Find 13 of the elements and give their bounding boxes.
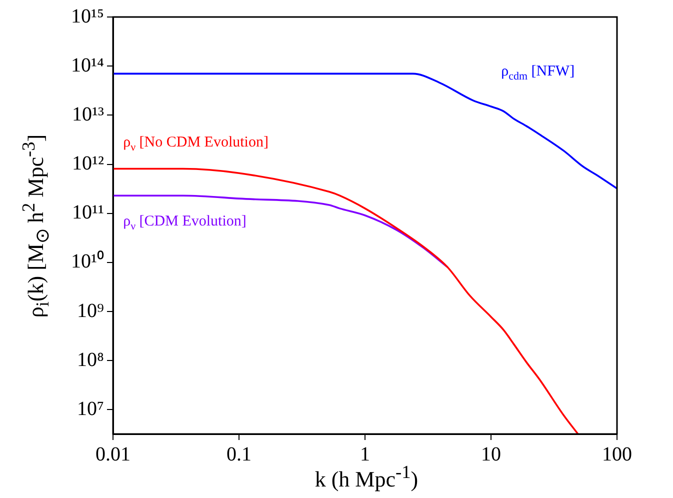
y-tick-label: 10¹¹ xyxy=(72,202,104,224)
y-tick-label: 10¹⁵ xyxy=(71,5,104,28)
x-tick-label: 0.01 xyxy=(96,443,130,466)
y-tick-label: 10⁸ xyxy=(77,348,104,371)
x-tick-label: 100 xyxy=(602,443,632,466)
y-tick-label: 10¹⁴ xyxy=(71,54,104,76)
x-tick-label: 0.1 xyxy=(226,443,252,466)
x-tick-label: 10 xyxy=(481,443,501,466)
y-tick-label: 10⁷ xyxy=(77,398,104,420)
y-tick-label: 10¹³ xyxy=(72,103,104,126)
y-tick-label: 10⁹ xyxy=(77,300,104,322)
y-tick-label: 10¹⁰ xyxy=(71,250,104,273)
y-tick-label: 10¹² xyxy=(72,152,104,175)
